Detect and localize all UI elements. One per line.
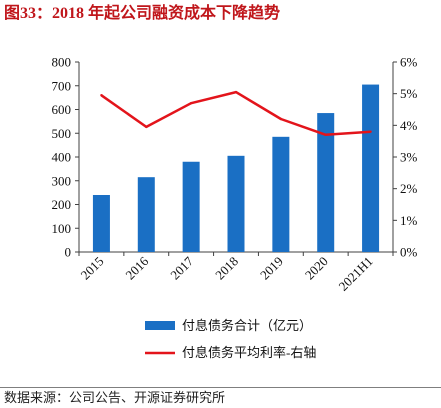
- legend: 付息债务合计（亿元） 付息债务平均利率-右轴: [145, 318, 316, 360]
- bar-series-debt: [92, 84, 380, 252]
- right-tick-label: 3%: [400, 150, 418, 165]
- legend-item-rate: 付息债务平均利率-右轴: [145, 345, 316, 360]
- rate-point-2017: [189, 101, 193, 105]
- divider: [0, 387, 441, 388]
- bar-2020: [317, 113, 335, 252]
- right-tick-label: 6%: [400, 55, 418, 70]
- rate-point-2018: [234, 90, 238, 94]
- rate-point-2020: [324, 133, 327, 137]
- legend-label-rate: 付息债务平均利率-右轴: [182, 345, 316, 360]
- left-tick-label: 500: [52, 126, 72, 141]
- x-tick-label: 2021H1: [335, 254, 375, 294]
- legend-label-debt: 付息债务合计（亿元）: [182, 318, 312, 333]
- left-tick-label: 600: [52, 102, 72, 117]
- right-tick-label: 0%: [400, 245, 418, 260]
- x-tick-label: 2019: [257, 254, 286, 283]
- bar-2019: [272, 136, 290, 252]
- figure-title: 图33：2018 年起公司融资成本下降趋势: [4, 5, 281, 22]
- legend-swatch-debt: [145, 321, 175, 330]
- left-tick-label: 700: [52, 78, 72, 93]
- left-tick-label: 200: [52, 197, 72, 212]
- left-tick-label: 400: [52, 150, 72, 165]
- rate-point-2016: [145, 125, 148, 129]
- x-tick-label: 2016: [122, 253, 151, 282]
- right-tick-label: 5%: [400, 86, 418, 101]
- x-tick-label: 2020: [302, 254, 331, 283]
- left-tick-label: 300: [52, 173, 72, 188]
- left-tick-label: 100: [52, 221, 72, 236]
- x-tick-label: 2015: [78, 254, 107, 283]
- legend-item-debt: 付息债务合计（亿元）: [145, 318, 312, 333]
- x-tick-label: 2017: [167, 253, 196, 282]
- bar-2017: [182, 161, 200, 252]
- right-tick-label: 1%: [400, 213, 418, 228]
- rate-point-2021H1: [369, 130, 372, 133]
- source-note: 数据来源：公司公告、开源证券研究所: [4, 390, 226, 405]
- right-tick-label: 4%: [400, 118, 418, 133]
- right-tick-label: 2%: [400, 181, 418, 196]
- bar-2016: [137, 177, 155, 252]
- left-tick-label: 0: [65, 245, 72, 260]
- bar-2018: [227, 155, 245, 252]
- rate-point-2019: [279, 117, 283, 121]
- rate-point-2015: [100, 94, 103, 97]
- x-tick-label: 2018: [212, 254, 241, 283]
- left-tick-label: 800: [52, 55, 72, 70]
- line-series-rate: [100, 90, 372, 137]
- bar-2021H1: [362, 84, 380, 252]
- bar-2015: [92, 195, 110, 252]
